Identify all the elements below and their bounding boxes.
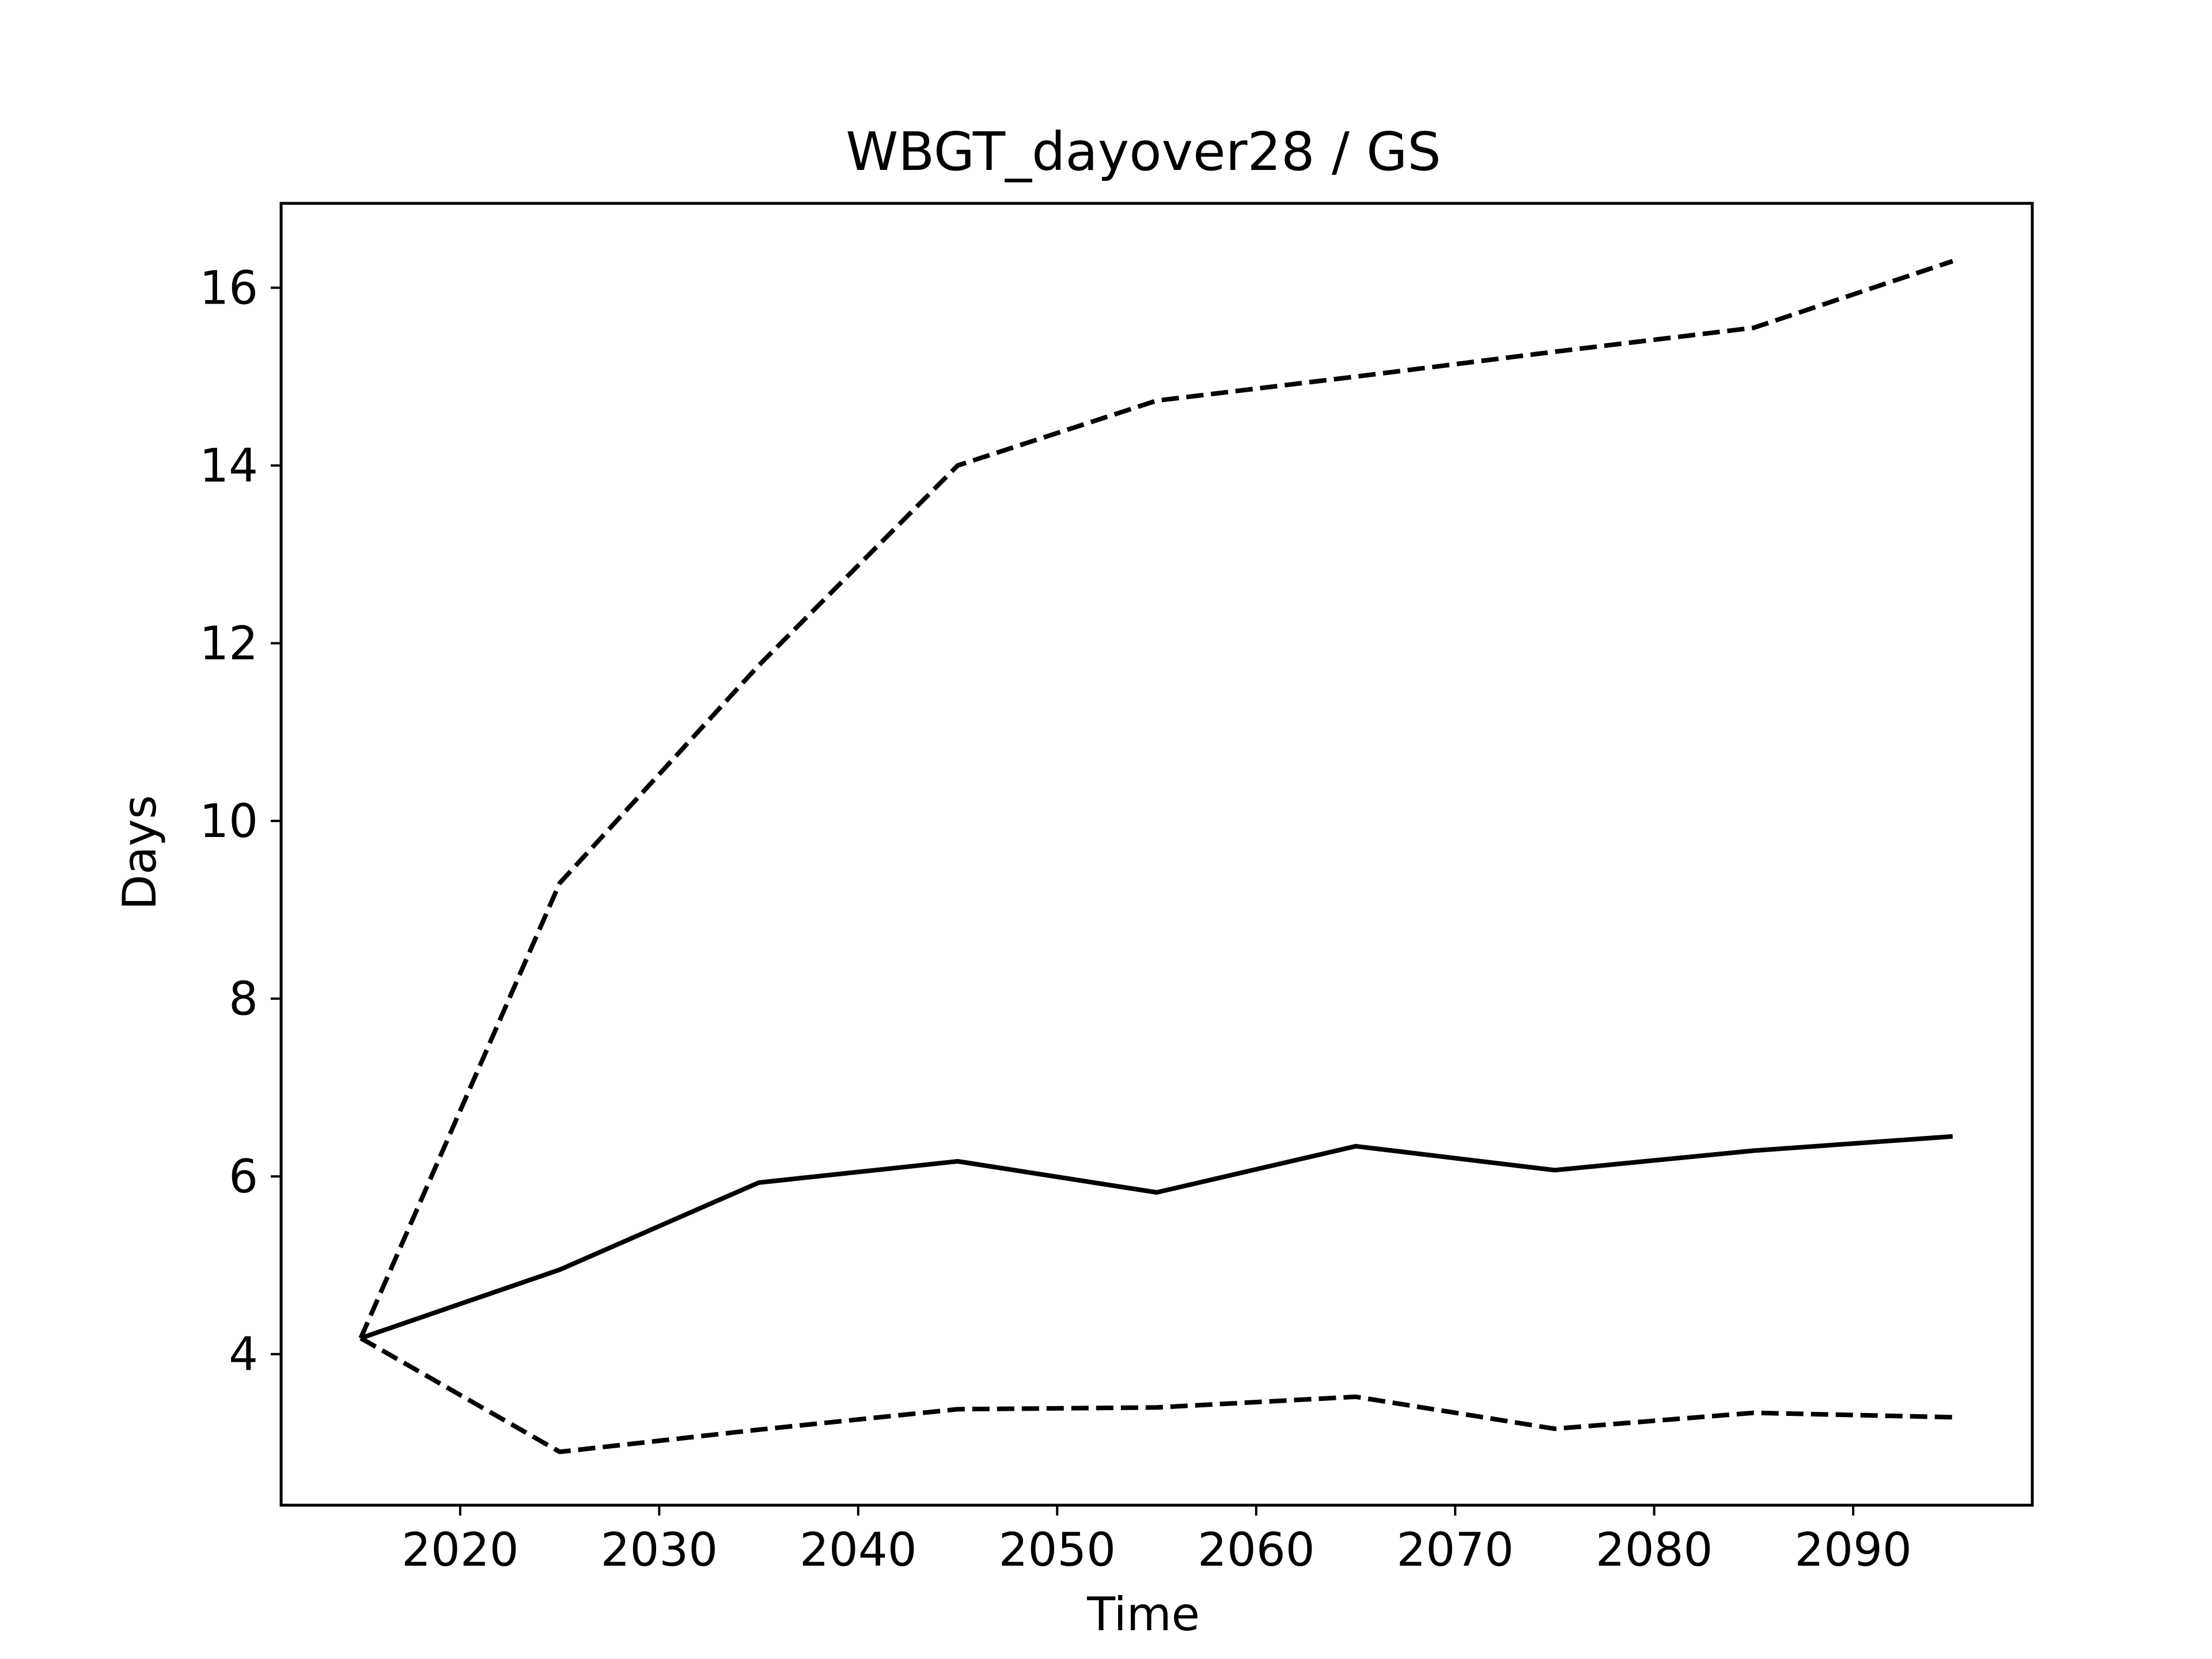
x-tick-label-2040: 2040 — [800, 1523, 917, 1577]
ticks-layer: 2020 2030 2040 2050 2060 2070 2080 2090 4 6 8 10 12 1… — [199, 262, 1912, 1577]
y-tick-label-10: 10 — [199, 794, 258, 848]
y-tick-label-8: 8 — [229, 972, 258, 1026]
y-tick-label-12: 12 — [199, 617, 258, 671]
x-tick-label-2050: 2050 — [998, 1523, 1116, 1577]
series-line-1 — [358, 259, 1954, 1339]
x-tick-label-2070: 2070 — [1396, 1523, 1514, 1577]
series-line-2 — [359, 1134, 1953, 1340]
x-tick-label-2090: 2090 — [1794, 1523, 1912, 1577]
series-layer — [358, 259, 1954, 1455]
y-tick-label-14: 14 — [199, 439, 258, 493]
x-tick-label-2030: 2030 — [601, 1523, 718, 1577]
y-tick-label-6: 6 — [229, 1150, 258, 1203]
x-tick-label-2060: 2060 — [1198, 1523, 1315, 1577]
x-axis-label: Time — [1086, 1588, 1200, 1641]
y-tick-label-4: 4 — [229, 1328, 258, 1381]
y-axis-label: Days — [113, 795, 166, 910]
y-tick-label-16: 16 — [199, 262, 258, 315]
plot-area-frame — [279, 202, 2034, 1507]
x-tick-label-2080: 2080 — [1596, 1523, 1713, 1577]
series-line-3 — [359, 1336, 1953, 1455]
x-tick-label-2020: 2020 — [402, 1523, 519, 1577]
chart-title: WBGT_dayover28 / GS — [846, 121, 1441, 183]
